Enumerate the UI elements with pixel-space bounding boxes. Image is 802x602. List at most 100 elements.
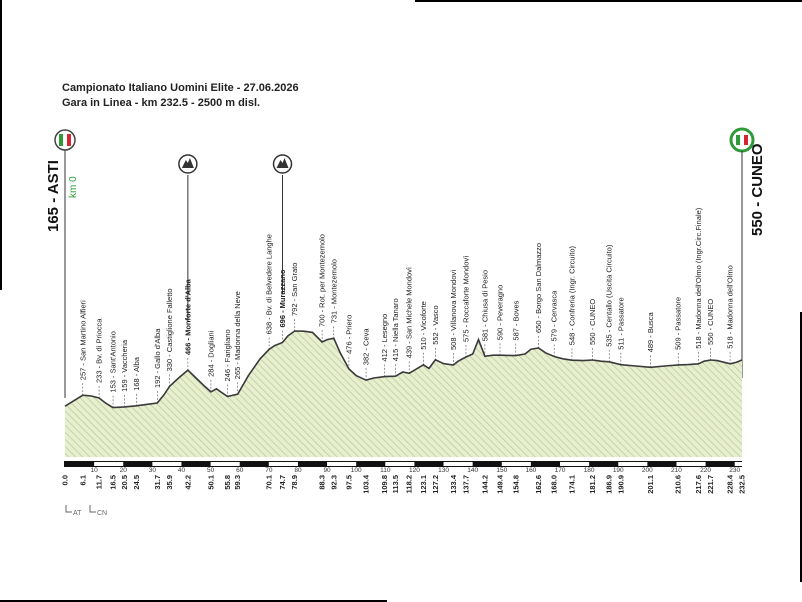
waypoint-label: 535 - Centallo (Uscita Circuito) bbox=[605, 244, 614, 347]
x-tick-label: 50 bbox=[207, 467, 215, 474]
waypoint-km-label: 113.5 bbox=[391, 475, 400, 493]
waypoint-label: 412 - Lesegno bbox=[380, 314, 389, 362]
waypoint-km-label: 144.2 bbox=[480, 475, 489, 494]
waypoint-label: 265 - Madonna della Neve bbox=[233, 291, 242, 379]
ruler-segment bbox=[152, 462, 182, 466]
km-ruler-ticks: 10 20 30 40 50 60 70 80 90 100 110 120 130 140 150 160 1… bbox=[91, 467, 741, 474]
waypoint-km-label: 55.8 bbox=[223, 475, 232, 490]
waypoint-km-label: 109.8 bbox=[380, 475, 389, 494]
waypoint-km-label: 174.1 bbox=[567, 475, 576, 494]
waypoint-km-label: 201.1 bbox=[646, 475, 655, 494]
x-tick-label: 150 bbox=[496, 467, 507, 474]
waypoint-label: 587 - Boves bbox=[511, 300, 520, 340]
mountain-icon-shape bbox=[181, 158, 194, 168]
waypoint-km-label: 168.0 bbox=[550, 475, 559, 494]
start-label: 165 - ASTI bbox=[45, 160, 62, 232]
waypoint-label: 192 - Gallo d'Alba bbox=[153, 328, 162, 388]
x-tick-label: 80 bbox=[294, 467, 302, 474]
waypoint-km-label: 133.4 bbox=[449, 474, 458, 494]
waypoint-km-label: 154.8 bbox=[511, 475, 520, 494]
waypoint-label: 476 - Priero bbox=[344, 315, 353, 354]
x-tick-label: 100 bbox=[351, 467, 362, 474]
x-tick-label: 230 bbox=[729, 467, 740, 474]
ruler-segment bbox=[734, 462, 742, 466]
waypoint-km-label: 123.1 bbox=[419, 475, 428, 494]
waypoint-km-label: 31.7 bbox=[153, 475, 162, 490]
waypoint-km-label: 137.7 bbox=[462, 475, 471, 494]
ruler-segment bbox=[210, 462, 240, 466]
waypoint-km-label: 0.0 bbox=[61, 475, 70, 485]
waypoint-km-label: 88.3 bbox=[318, 475, 327, 490]
waypoint-label: 731 - Montezemolo bbox=[329, 259, 338, 323]
waypoint-label: 508 - Villanova Mondovì bbox=[449, 270, 458, 350]
waypoint-km-label: 118.2 bbox=[405, 475, 414, 493]
waypoint-label: 552 - Vasco bbox=[431, 305, 440, 344]
ruler-segment bbox=[560, 462, 590, 466]
waypoint-label: 233 - Bv. di Priocca bbox=[95, 318, 104, 383]
x-tick-label: 110 bbox=[380, 467, 391, 474]
x-tick-label: 220 bbox=[700, 467, 711, 474]
waypoint-label: 168 - Alba bbox=[132, 356, 141, 391]
legend-cn: CN bbox=[97, 510, 107, 517]
waypoint-label: 550 - CUNEO bbox=[588, 299, 597, 345]
x-tick-label: 20 bbox=[120, 467, 128, 474]
waypoint-km-label: 232.5 bbox=[738, 475, 747, 494]
waypoint-label: 330 - Castiglione Falletto bbox=[165, 288, 174, 371]
waypoint-label: 700 - Rot. per Montezemolo bbox=[318, 234, 327, 327]
waypoint-label: 590 - Peveragno bbox=[496, 285, 505, 340]
waypoint-label: 509 - Passatore bbox=[674, 297, 683, 350]
waypoint-label: 246 - Farigliano bbox=[223, 329, 232, 381]
waypoint-label: 439 - San Michele Mondovì bbox=[405, 267, 414, 358]
x-tick-label: 180 bbox=[584, 467, 595, 474]
waypoint-label: 466 - Monforte d'Alba bbox=[183, 278, 192, 355]
legend-at: AT bbox=[73, 510, 82, 517]
waypoint-label: 415 - Niella Tanaro bbox=[391, 298, 400, 361]
chart-title: Campionato Italiano Uomini Elite - 27.06… bbox=[62, 82, 299, 94]
waypoint-km-label: 78.9 bbox=[290, 475, 299, 490]
waypoint-km-label: 149.4 bbox=[496, 474, 505, 494]
waypoint-label: 510 - Vicoforte bbox=[419, 301, 428, 350]
waypoint-label: 382 - Ceva bbox=[362, 328, 371, 366]
x-tick-label: 40 bbox=[178, 467, 186, 474]
ruler-segment bbox=[443, 462, 473, 466]
frame-bottom-line bbox=[0, 600, 387, 602]
x-tick-label: 70 bbox=[265, 467, 273, 474]
waypoint-km-label: 181.2 bbox=[588, 475, 597, 494]
ruler-segment bbox=[501, 462, 531, 466]
waypoint-km-label: 228.4 bbox=[726, 474, 735, 494]
waypoint-km-label: 11.7 bbox=[95, 475, 104, 489]
waypoint-km-label: 190.9 bbox=[616, 475, 625, 494]
waypoint-label: 579 - Cervasca bbox=[550, 290, 559, 342]
waypoint-km-label: 92.3 bbox=[329, 475, 338, 490]
waypoint-km-label: 186.9 bbox=[605, 475, 614, 494]
waypoint-km-label: 103.4 bbox=[362, 474, 371, 494]
waypoint-km-label: 162.6 bbox=[534, 475, 543, 494]
waypoint-label: 518 - Madonna dell'Olmo (Ingr.Circ.Final… bbox=[694, 207, 703, 349]
ruler-segment bbox=[618, 462, 648, 466]
finish-label: 550 - CUNEO bbox=[749, 143, 766, 236]
frame-top-line bbox=[415, 0, 802, 2]
x-tick-label: 210 bbox=[671, 467, 682, 474]
start-flag-icon bbox=[54, 129, 76, 151]
waypoint-label: 650 - Borgo San Dalmazzo bbox=[534, 243, 543, 333]
km-ruler-segments bbox=[94, 462, 742, 466]
waypoint-km-label: 24.5 bbox=[132, 475, 141, 490]
waypoint-km-label: 50.1 bbox=[206, 475, 215, 490]
waypoint-label: 638 - Bv. di Belvedere Langhe bbox=[265, 234, 274, 334]
ruler-segment bbox=[94, 462, 124, 466]
x-tick-label: 190 bbox=[613, 467, 624, 474]
start-km-zero: km 0 bbox=[68, 176, 79, 198]
waypoint-km-label: 35.9 bbox=[165, 475, 174, 490]
waypoint-km-label: 16.5 bbox=[109, 475, 118, 490]
waypoint-km-label: 42.2 bbox=[183, 475, 192, 490]
x-tick-label: 160 bbox=[525, 467, 536, 474]
waypoint-labels: 257 - San Martino Alfieri 233 - Bv. di Pr… bbox=[78, 207, 734, 392]
waypoint-label: 159 - Vaccheria bbox=[120, 339, 129, 392]
waypoint-label: 518 - Madonna dell'Olmo bbox=[726, 265, 735, 349]
waypoint-label: 575 - Roccaforte Mondovì bbox=[462, 256, 471, 342]
km-labels: 0.0 6.1 11.7 16.5 20.5 24.5 31.7 35.9 42.2 50.1 55… bbox=[61, 474, 747, 494]
x-tick-label: 120 bbox=[409, 467, 420, 474]
chart-subtitle: Gara in Linea - km 232.5 - 2500 m disl. bbox=[62, 97, 260, 109]
x-tick-label: 60 bbox=[236, 467, 244, 474]
